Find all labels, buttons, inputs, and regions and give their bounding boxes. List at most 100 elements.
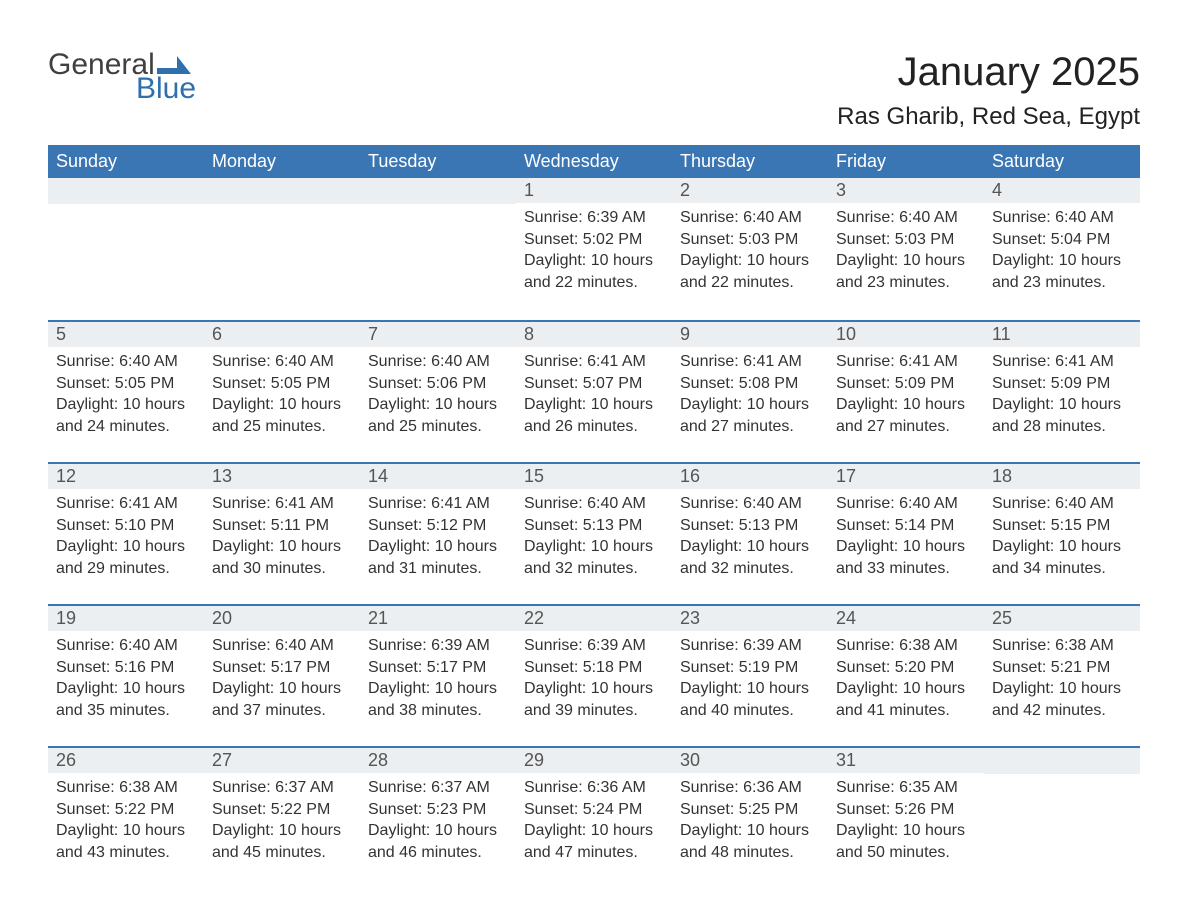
day-number: 10 [828,320,984,347]
daylight-line: Daylight: 10 hours and 23 minutes. [836,250,976,293]
calendar-table: SundayMondayTuesdayWednesdayThursdayFrid… [48,145,1140,888]
day-details: Sunrise: 6:38 AMSunset: 5:20 PMDaylight:… [828,631,984,729]
sunset-line: Sunset: 5:15 PM [992,515,1132,537]
sunrise-line: Sunrise: 6:41 AM [992,351,1132,373]
daylight-line: Daylight: 10 hours and 27 minutes. [836,394,976,437]
day-details: Sunrise: 6:35 AMSunset: 5:26 PMDaylight:… [828,773,984,871]
day-number: 14 [360,462,516,489]
sunrise-line: Sunrise: 6:36 AM [680,777,820,799]
sunrise-line: Sunrise: 6:41 AM [212,493,352,515]
day-details: Sunrise: 6:41 AMSunset: 5:10 PMDaylight:… [48,489,204,587]
sunrise-line: Sunrise: 6:40 AM [368,351,508,373]
sunset-line: Sunset: 5:04 PM [992,229,1132,251]
sunrise-line: Sunrise: 6:40 AM [56,351,196,373]
calendar-cell [360,178,516,320]
daylight-line: Daylight: 10 hours and 45 minutes. [212,820,352,863]
day-number: 8 [516,320,672,347]
sunset-line: Sunset: 5:05 PM [212,373,352,395]
sunrise-line: Sunrise: 6:37 AM [212,777,352,799]
day-details: Sunrise: 6:40 AMSunset: 5:06 PMDaylight:… [360,347,516,445]
day-details: Sunrise: 6:41 AMSunset: 5:07 PMDaylight:… [516,347,672,445]
day-number [48,178,204,204]
day-details: Sunrise: 6:40 AMSunset: 5:13 PMDaylight:… [516,489,672,587]
sunrise-line: Sunrise: 6:40 AM [992,207,1132,229]
sunset-line: Sunset: 5:22 PM [212,799,352,821]
daylight-line: Daylight: 10 hours and 24 minutes. [56,394,196,437]
calendar-cell: 8Sunrise: 6:41 AMSunset: 5:07 PMDaylight… [516,320,672,462]
weekday-header: Friday [828,145,984,178]
day-number: 27 [204,746,360,773]
sunset-line: Sunset: 5:10 PM [56,515,196,537]
daylight-line: Daylight: 10 hours and 28 minutes. [992,394,1132,437]
sunrise-line: Sunrise: 6:41 AM [524,351,664,373]
sunrise-line: Sunrise: 6:39 AM [524,207,664,229]
day-number [360,178,516,204]
sunset-line: Sunset: 5:20 PM [836,657,976,679]
calendar-cell: 20Sunrise: 6:40 AMSunset: 5:17 PMDayligh… [204,604,360,746]
calendar-cell: 7Sunrise: 6:40 AMSunset: 5:06 PMDaylight… [360,320,516,462]
day-number: 4 [984,178,1140,203]
calendar-cell: 24Sunrise: 6:38 AMSunset: 5:20 PMDayligh… [828,604,984,746]
calendar-cell: 4 Sunrise: 6:40 AMSunset: 5:04 PMDaylight… [984,178,1140,320]
day-details: Sunrise: 6:40 AMSunset: 5:14 PMDaylight:… [828,489,984,587]
calendar-cell [48,178,204,320]
calendar-cell: 26Sunrise: 6:38 AMSunset: 5:22 PMDayligh… [48,746,204,888]
sunset-line: Sunset: 5:23 PM [368,799,508,821]
calendar-cell: 12Sunrise: 6:41 AMSunset: 5:10 PMDayligh… [48,462,204,604]
day-details: Sunrise: 6:41 AMSunset: 5:08 PMDaylight:… [672,347,828,445]
sunset-line: Sunset: 5:13 PM [524,515,664,537]
sunset-line: Sunset: 5:24 PM [524,799,664,821]
day-number: 13 [204,462,360,489]
day-details: Sunrise: 6:39 AMSunset: 5:19 PMDaylight:… [672,631,828,729]
daylight-line: Daylight: 10 hours and 25 minutes. [368,394,508,437]
calendar-cell: 18Sunrise: 6:40 AMSunset: 5:15 PMDayligh… [984,462,1140,604]
daylight-line: Daylight: 10 hours and 50 minutes. [836,820,976,863]
sunset-line: Sunset: 5:17 PM [368,657,508,679]
sunset-line: Sunset: 5:25 PM [680,799,820,821]
sunrise-line: Sunrise: 6:39 AM [368,635,508,657]
day-number: 24 [828,604,984,631]
calendar-cell: 9Sunrise: 6:41 AMSunset: 5:08 PMDaylight… [672,320,828,462]
daylight-line: Daylight: 10 hours and 41 minutes. [836,678,976,721]
calendar-cell: 14Sunrise: 6:41 AMSunset: 5:12 PMDayligh… [360,462,516,604]
calendar-body: 1Sunrise: 6:39 AMSunset: 5:02 PMDaylight… [48,178,1140,888]
day-details: Sunrise: 6:40 AMSunset: 5:05 PMDaylight:… [204,347,360,445]
daylight-line: Daylight: 10 hours and 42 minutes. [992,678,1132,721]
day-details: Sunrise: 6:41 AMSunset: 5:09 PMDaylight:… [828,347,984,445]
day-number: 21 [360,604,516,631]
day-details: Sunrise: 6:40 AMSunset: 5:03 PMDaylight:… [672,203,828,301]
calendar-cell: 22Sunrise: 6:39 AMSunset: 5:18 PMDayligh… [516,604,672,746]
day-details [984,774,1140,786]
day-details: Sunrise: 6:36 AMSunset: 5:25 PMDaylight:… [672,773,828,871]
calendar-cell: 29Sunrise: 6:36 AMSunset: 5:24 PMDayligh… [516,746,672,888]
day-details: Sunrise: 6:40 AMSunset: 5:05 PMDaylight:… [48,347,204,445]
weekday-header: Wednesday [516,145,672,178]
sunset-line: Sunset: 5:03 PM [680,229,820,251]
sunset-line: Sunset: 5:22 PM [56,799,196,821]
day-number: 23 [672,604,828,631]
sunrise-line: Sunrise: 6:38 AM [56,777,196,799]
daylight-line: Daylight: 10 hours and 30 minutes. [212,536,352,579]
day-number: 26 [48,746,204,773]
sunset-line: Sunset: 5:17 PM [212,657,352,679]
day-number: 1 [516,178,672,203]
daylight-line: Daylight: 10 hours and 29 minutes. [56,536,196,579]
sunset-line: Sunset: 5:05 PM [56,373,196,395]
sunrise-line: Sunrise: 6:40 AM [992,493,1132,515]
day-number: 9 [672,320,828,347]
calendar-cell [984,746,1140,888]
day-number [984,746,1140,774]
daylight-line: Daylight: 10 hours and 40 minutes. [680,678,820,721]
sunrise-line: Sunrise: 6:40 AM [836,207,976,229]
day-number: 28 [360,746,516,773]
day-details: Sunrise: 6:41 AMSunset: 5:09 PMDaylight:… [984,347,1140,445]
day-details: Sunrise: 6:37 AMSunset: 5:23 PMDaylight:… [360,773,516,871]
sunrise-line: Sunrise: 6:41 AM [56,493,196,515]
calendar-cell: 27 Sunrise: 6:37 AMSunset: 5:22 PMDayligh… [204,746,360,888]
sunrise-line: Sunrise: 6:41 AM [680,351,820,373]
calendar-cell: 31Sunrise: 6:35 AMSunset: 5:26 PMDayligh… [828,746,984,888]
sunset-line: Sunset: 5:09 PM [992,373,1132,395]
daylight-line: Daylight: 10 hours and 23 minutes. [992,250,1132,293]
sunrise-line: Sunrise: 6:41 AM [836,351,976,373]
day-number: 19 [48,604,204,631]
